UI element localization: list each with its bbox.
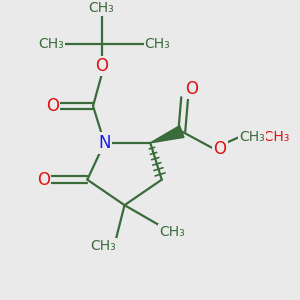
Text: CH₃: CH₃ [89, 2, 115, 15]
Text: CH₃: CH₃ [145, 37, 170, 51]
Polygon shape [150, 126, 184, 143]
Text: CH₃: CH₃ [239, 130, 265, 144]
Text: O—CH₃: O—CH₃ [239, 130, 290, 144]
Text: O: O [46, 97, 59, 115]
Text: O: O [185, 80, 198, 98]
Text: O: O [213, 140, 226, 158]
Text: O: O [37, 171, 50, 189]
Text: O: O [95, 57, 108, 75]
Text: CH₃: CH₃ [39, 37, 64, 51]
Text: N: N [98, 134, 111, 152]
Text: CH₃: CH₃ [159, 225, 184, 239]
Text: CH₃: CH₃ [90, 239, 116, 253]
